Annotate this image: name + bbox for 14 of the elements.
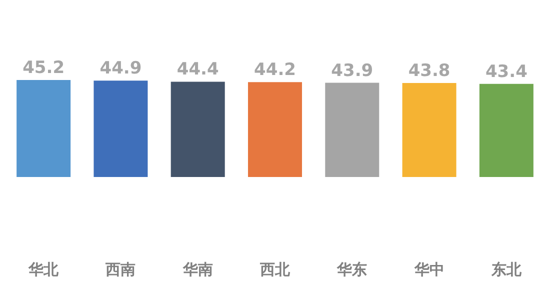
x-tick-label: 华中 <box>413 260 444 278</box>
data-label: 43.8 <box>408 61 450 82</box>
data-label: 43.9 <box>331 60 374 81</box>
x-tick-label: 华南 <box>182 260 213 278</box>
x-tick-label: 华东 <box>336 260 368 278</box>
x-tick-label: 华北 <box>28 260 60 278</box>
data-label: 44.9 <box>100 58 142 79</box>
x-tick-label: 西南 <box>104 260 136 278</box>
data-label: 44.2 <box>254 60 296 80</box>
x-tick-label: 西北 <box>259 260 291 278</box>
data-label: 44.4 <box>176 60 219 80</box>
data-label: 45.2 <box>22 58 65 78</box>
data-label: 43.4 <box>485 62 528 82</box>
x-tick-label: 东北 <box>490 260 522 278</box>
